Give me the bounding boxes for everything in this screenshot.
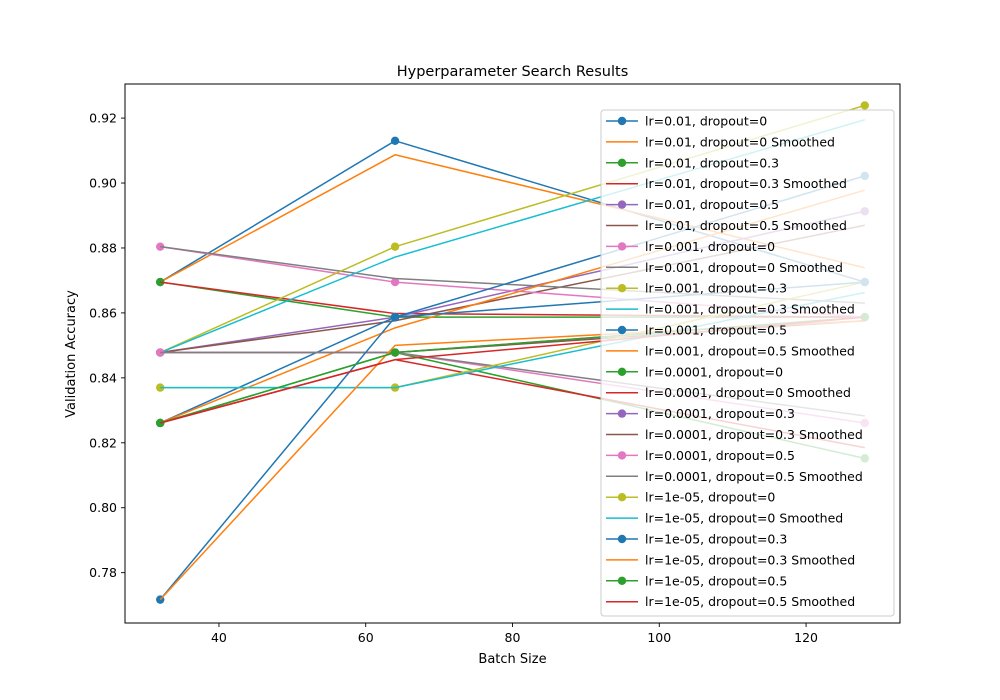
x-tick-label: 120 [794, 630, 818, 645]
legend-item: lr=0.0001, dropout=0.3 Smoothed [606, 427, 863, 442]
legend-label: lr=0.01, dropout=0.5 Smoothed [645, 218, 847, 233]
legend-label: lr=0.0001, dropout=0 [645, 364, 783, 379]
legend-label: lr=0.001, dropout=0.5 [645, 323, 787, 338]
data-point [390, 136, 400, 146]
legend-item: lr=0.0001, dropout=0 Smoothed [606, 385, 851, 400]
legend-item: lr=0.01, dropout=0.3 [606, 155, 779, 170]
legend-label: lr=0.001, dropout=0 Smoothed [645, 260, 843, 275]
legend-label: lr=1e-05, dropout=0 Smoothed [645, 511, 843, 526]
legend-label: lr=0.0001, dropout=0 Smoothed [645, 385, 851, 400]
chart-title: Hyperparameter Search Results [397, 64, 629, 80]
data-point [390, 348, 400, 357]
legend-label: lr=1e-05, dropout=0.3 [645, 532, 787, 547]
legend-label: lr=0.001, dropout=0 [645, 239, 775, 254]
legend-marker [617, 534, 627, 544]
legend-label: lr=0.001, dropout=0.5 Smoothed [645, 343, 855, 358]
data-point [156, 348, 165, 357]
legend-marker [617, 242, 627, 251]
x-axis-ticks: 40 60 80 100 120 [211, 623, 818, 645]
data-point [390, 312, 400, 322]
legend-label: lr=1e-05, dropout=0 [645, 490, 775, 505]
data-point [390, 242, 400, 251]
legend-item: lr=0.001, dropout=0.3 [606, 281, 787, 296]
legend-item: lr=0.01, dropout=0.5 Smoothed [606, 218, 847, 233]
legend-item: lr=0.001, dropout=0.5 Smoothed [606, 343, 855, 358]
legend-marker [617, 325, 627, 335]
legend-marker [617, 284, 627, 293]
y-tick-label: 0.90 [89, 176, 117, 191]
legend-item: lr=0.001, dropout=0 [606, 239, 775, 254]
legend-label: lr=0.0001, dropout=0.5 [645, 448, 795, 463]
y-tick-label: 0.78 [89, 565, 117, 580]
x-tick-label: 80 [505, 630, 521, 645]
legend-box [600, 109, 895, 617]
legend-item: lr=1e-05, dropout=0.5 Smoothed [606, 594, 855, 609]
data-point [390, 277, 400, 287]
legend-item: lr=1e-05, dropout=0 [606, 490, 775, 505]
legend-item: lr=0.0001, dropout=0.5 [606, 448, 795, 463]
legend-marker [617, 576, 627, 585]
y-tick-label: 0.84 [89, 370, 117, 385]
legend-label: lr=0.01, dropout=0.3 [645, 155, 779, 170]
x-tick-label: 100 [647, 630, 671, 645]
legend-item: lr=0.0001, dropout=0.3 [606, 406, 795, 421]
y-tick-label: 0.88 [89, 240, 117, 255]
legend: lr=0.01, dropout=0 lr=0.01, dropout=0 Smo… [600, 109, 895, 617]
legend-item: lr=0.001, dropout=0 Smoothed [606, 260, 843, 275]
legend-item: lr=0.01, dropout=0 [606, 114, 767, 129]
legend-marker [617, 367, 627, 376]
legend-marker [617, 493, 627, 502]
legend-item: lr=0.001, dropout=0.3 Smoothed [606, 302, 855, 317]
legend-marker [617, 409, 627, 418]
legend-item: lr=0.001, dropout=0.5 [606, 323, 787, 338]
y-tick-label: 0.92 [89, 111, 117, 126]
x-tick-label: 60 [358, 630, 374, 645]
legend-label: lr=0.001, dropout=0.3 Smoothed [645, 302, 855, 317]
legend-item: lr=0.0001, dropout=0.5 Smoothed [606, 469, 863, 484]
legend-label: lr=0.0001, dropout=0.3 Smoothed [645, 427, 863, 442]
data-point [156, 277, 165, 287]
legend-item: lr=1e-05, dropout=0.3 [606, 532, 787, 547]
legend-marker [617, 451, 627, 460]
legend-label: lr=0.01, dropout=0 [645, 114, 767, 129]
legend-label: lr=1e-05, dropout=0.5 Smoothed [645, 594, 855, 609]
y-tick-label: 0.86 [89, 305, 117, 320]
legend-item: lr=1e-05, dropout=0.3 Smoothed [606, 552, 855, 567]
data-point [156, 418, 165, 428]
legend-item: lr=0.0001, dropout=0 [606, 364, 783, 379]
x-axis-label: Batch Size [478, 652, 546, 667]
legend-marker [617, 158, 627, 167]
x-tick-label: 40 [211, 630, 227, 645]
y-axis-ticks: 0.78 0.80 0.82 0.84 0.86 0.88 0.90 0.92 [89, 111, 125, 580]
legend-label: lr=0.0001, dropout=0.5 Smoothed [645, 469, 863, 484]
y-tick-label: 0.82 [89, 435, 117, 450]
legend-label: lr=0.0001, dropout=0.3 [645, 406, 795, 421]
data-point [156, 242, 165, 251]
legend-item: lr=0.01, dropout=0 Smoothed [606, 134, 835, 149]
legend-item: lr=0.01, dropout=0.5 [606, 197, 779, 212]
legend-label: lr=0.01, dropout=0.3 Smoothed [645, 176, 847, 191]
legend-label: lr=1e-05, dropout=0.5 [645, 573, 787, 588]
legend-label: lr=0.01, dropout=0.5 [645, 197, 779, 212]
legend-item: lr=1e-05, dropout=0 Smoothed [606, 511, 843, 526]
data-point [156, 383, 165, 392]
legend-item: lr=0.01, dropout=0.3 Smoothed [606, 176, 847, 191]
legend-item: lr=1e-05, dropout=0.5 [606, 573, 787, 588]
legend-marker [617, 116, 627, 126]
legend-label: lr=1e-05, dropout=0.3 Smoothed [645, 552, 855, 567]
y-tick-label: 0.80 [89, 500, 117, 515]
data-point [860, 101, 869, 110]
legend-marker [617, 200, 627, 209]
legend-label: lr=0.01, dropout=0 Smoothed [645, 134, 835, 149]
y-axis-label: Validation Accuracy [64, 290, 79, 418]
legend-label: lr=0.001, dropout=0.3 [645, 281, 787, 296]
